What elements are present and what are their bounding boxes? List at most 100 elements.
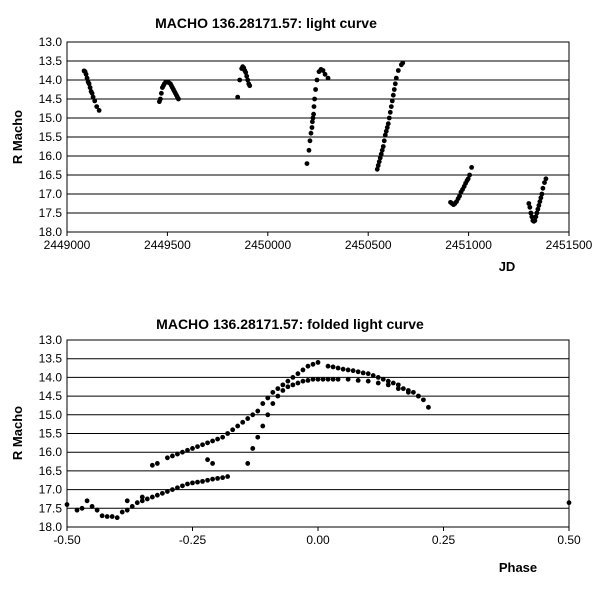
data-point <box>322 71 328 77</box>
data-point <box>119 509 125 515</box>
data-point <box>260 423 266 429</box>
data-point <box>237 77 243 83</box>
data-point <box>185 481 190 487</box>
data-point <box>533 214 539 220</box>
data-points <box>64 360 572 521</box>
data-point <box>395 386 401 392</box>
data-point <box>421 397 426 403</box>
data-point <box>79 505 85 511</box>
data-point <box>170 453 175 459</box>
y-tick-label: 15.0 <box>39 408 63 422</box>
y-tick-label: 13.0 <box>39 35 63 49</box>
data-point <box>205 477 210 483</box>
y-tick-label: 17.0 <box>39 483 63 497</box>
data-point <box>384 125 390 130</box>
data-point <box>350 368 356 374</box>
data-point <box>84 498 90 504</box>
data-point <box>149 462 155 468</box>
data-point <box>526 201 532 206</box>
data-point <box>529 214 535 220</box>
data-point <box>381 138 387 144</box>
data-point <box>250 412 256 418</box>
x-tick-label: 2451000 <box>445 238 492 252</box>
data-point <box>310 361 316 367</box>
data-point <box>310 115 316 121</box>
data-point <box>245 416 251 421</box>
data-point <box>99 513 105 519</box>
data-point <box>385 378 391 384</box>
data-point <box>335 376 341 382</box>
y-tick-label: 14.5 <box>39 389 63 403</box>
data-point <box>305 363 311 369</box>
data-point <box>83 71 89 77</box>
data-point <box>375 163 381 168</box>
data-point <box>165 455 170 461</box>
x-tick-label: 0.25 <box>432 533 456 547</box>
y-tick-label: 16.5 <box>39 464 63 478</box>
x-tick-label: 2449000 <box>44 238 91 252</box>
data-point <box>255 434 261 440</box>
data-point <box>149 494 155 500</box>
data-point <box>245 461 251 466</box>
data-point <box>275 393 281 399</box>
data-point <box>340 366 346 372</box>
data-point <box>210 476 215 482</box>
data-point <box>377 155 383 161</box>
x-tick-label: 2450500 <box>345 238 392 252</box>
data-point <box>300 378 306 384</box>
y-tick-label: 15.0 <box>39 111 63 125</box>
x-tick-label: 0.50 <box>557 533 581 547</box>
data-point <box>380 144 386 149</box>
data-point <box>200 442 205 448</box>
data-point <box>313 87 318 92</box>
data-point <box>280 382 286 388</box>
data-point <box>285 378 291 384</box>
data-point <box>375 375 381 380</box>
y-tick-label: 14.0 <box>39 370 63 384</box>
data-point <box>543 176 549 182</box>
data-point <box>467 172 473 178</box>
x-axis-label: Phase <box>499 560 537 575</box>
data-point <box>195 444 200 449</box>
data-point <box>154 461 160 466</box>
folded-light-curve-chart: MACHO 136.28171.57: folded light curve 1… <box>10 316 581 575</box>
data-point <box>220 434 226 440</box>
data-point <box>225 474 231 479</box>
data-point <box>220 475 226 481</box>
y-tick-label: 14.0 <box>39 73 63 87</box>
data-point <box>180 449 185 455</box>
y-tick-labels: 13.0 13.5 14.0 14.5 15.0 15.5 16.0 16.5 17.0 17.5… <box>39 333 63 534</box>
plot-frame <box>66 41 570 233</box>
data-point <box>255 408 261 414</box>
data-point <box>139 494 145 500</box>
data-point <box>175 485 180 491</box>
chart-title: MACHO 136.28171.57: light curve <box>155 15 377 31</box>
data-point <box>275 386 281 392</box>
data-point <box>295 380 301 386</box>
data-point <box>345 367 351 373</box>
data-point <box>170 487 175 492</box>
data-point <box>386 115 392 121</box>
data-point <box>215 475 221 481</box>
y-tick-label: 18.0 <box>39 520 63 534</box>
data-point <box>280 388 286 393</box>
data-point <box>465 176 471 182</box>
data-point <box>205 440 210 446</box>
data-point <box>124 498 130 504</box>
data-point <box>540 185 546 191</box>
data-point <box>300 367 306 373</box>
data-point <box>345 376 351 382</box>
data-point <box>295 371 301 377</box>
data-point <box>270 401 276 406</box>
data-point <box>96 108 102 113</box>
x-axis-label: JD <box>499 259 516 274</box>
data-point <box>527 204 533 210</box>
data-point <box>306 147 312 153</box>
data-point <box>90 94 96 100</box>
data-point <box>378 151 384 157</box>
data-point <box>457 193 462 199</box>
data-point <box>304 161 310 167</box>
data-point <box>387 109 393 115</box>
data-point <box>528 210 534 216</box>
data-point <box>395 382 401 388</box>
